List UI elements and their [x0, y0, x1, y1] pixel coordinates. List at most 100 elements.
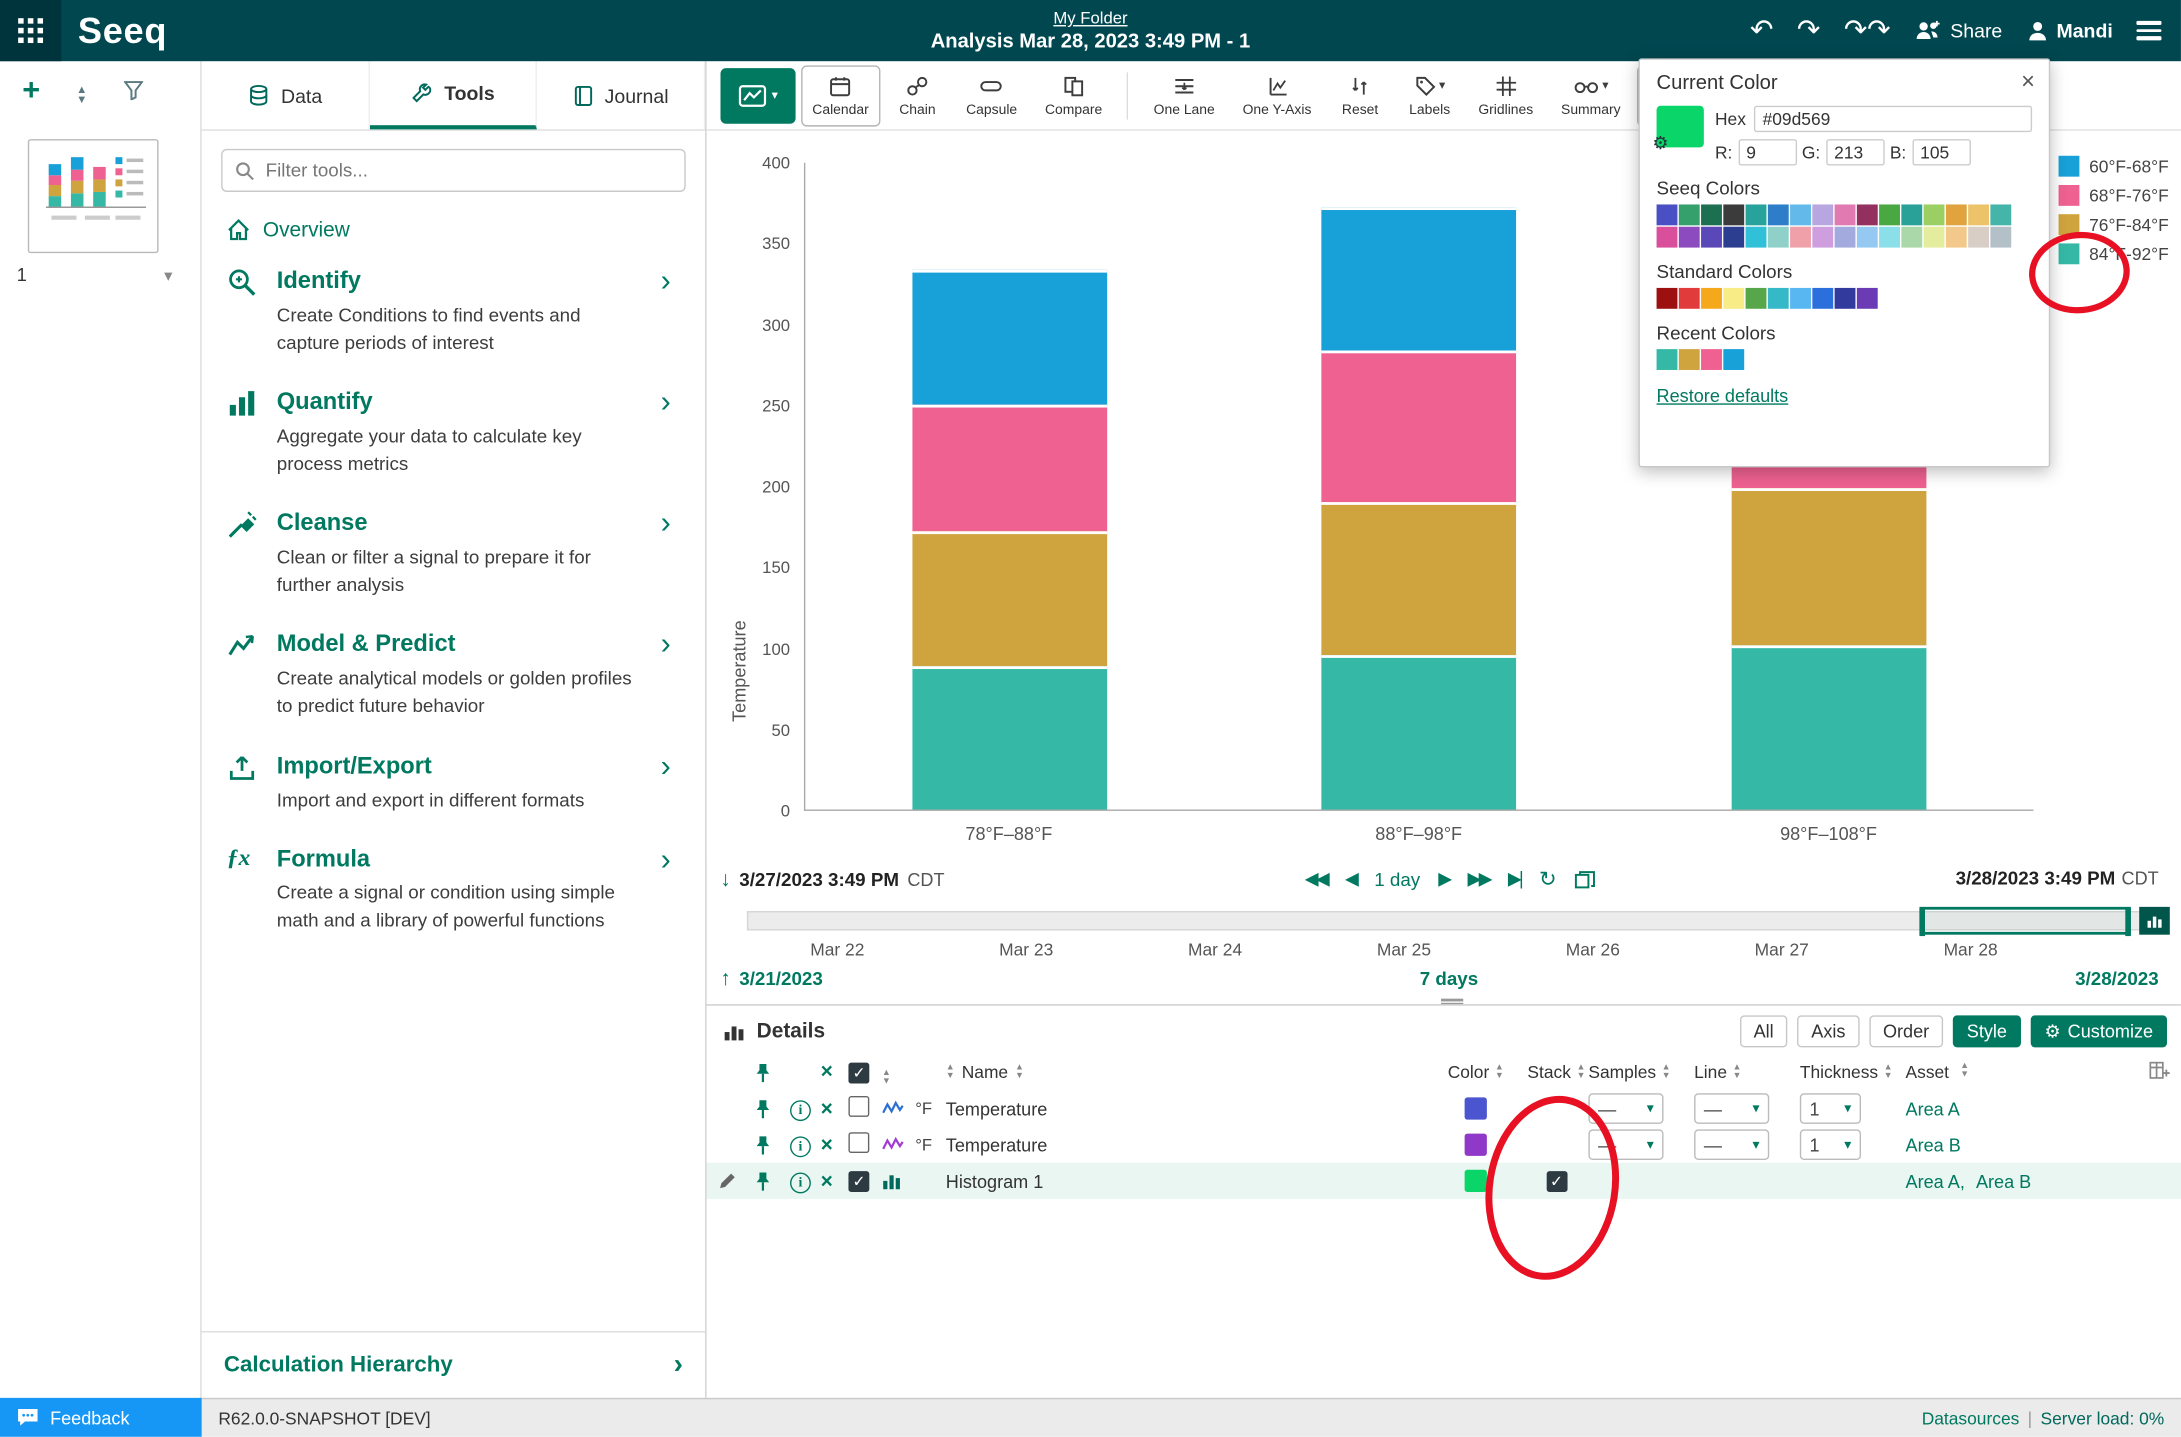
seeq-color-swatch[interactable] — [1656, 204, 1678, 226]
range-end-date[interactable]: 3/28/2023 3:49 PM — [1955, 867, 2116, 889]
step-forward-icon[interactable]: ▶ — [1438, 867, 1452, 889]
seeq-color-swatch[interactable] — [1990, 226, 2012, 248]
calculation-hierarchy[interactable]: Calculation Hierarchy › — [201, 1331, 706, 1398]
histogram-bar[interactable] — [1322, 206, 1517, 810]
sort-icon[interactable]: ▲ ▼ — [1661, 1062, 1671, 1081]
seeq-color-swatch[interactable] — [1767, 204, 1789, 226]
timeline-end-date[interactable]: 3/28/2023 — [2075, 968, 2159, 989]
asset-link[interactable]: Area A, — [1905, 1170, 1965, 1192]
summary-button[interactable]: ▾ Summary — [1549, 64, 1632, 126]
restore-defaults-link[interactable]: Restore defaults — [1656, 385, 1789, 407]
thickness-select[interactable]: 1 ▾ — [1799, 1129, 1862, 1161]
pin-icon[interactable] — [754, 1098, 772, 1119]
tool-identify[interactable]: Identify › Create Conditions to find eve… — [202, 250, 706, 371]
seeq-color-swatch[interactable] — [1812, 204, 1834, 226]
labels-button[interactable]: ▾ Labels — [1397, 64, 1462, 126]
row-checkbox[interactable] — [848, 1132, 870, 1154]
seeq-color-swatch[interactable] — [1968, 226, 1989, 248]
remove-all-icon[interactable]: × — [820, 1059, 833, 1084]
sort-icon[interactable]: ▲ ▼ — [1732, 1062, 1742, 1081]
tab-tools[interactable]: Tools — [369, 61, 538, 130]
pencil-icon[interactable] — [718, 1171, 737, 1190]
column-thickness[interactable]: Thickness — [1799, 1062, 1879, 1083]
b-input[interactable] — [1911, 139, 1971, 166]
arrow-down-icon[interactable]: ↓ — [720, 867, 731, 891]
worksheet-thumbnail[interactable] — [27, 139, 159, 254]
filter-tools-input[interactable] — [265, 159, 672, 181]
tool-cleanse[interactable]: Cleanse › Clean or filter a signal to pr… — [202, 493, 706, 614]
pin-icon[interactable] — [754, 1134, 772, 1155]
user-menu[interactable]: Mandi — [2026, 19, 2113, 42]
row-checkbox[interactable]: ✓ — [848, 1171, 870, 1193]
row-checkbox[interactable] — [848, 1096, 870, 1117]
thickness-select[interactable]: 1 ▾ — [1799, 1093, 1862, 1124]
selection-handle-right[interactable] — [2125, 908, 2131, 937]
column-asset[interactable]: Asset — [1905, 1062, 1950, 1083]
seeq-color-swatch[interactable] — [1856, 204, 1878, 226]
recent-color-swatch[interactable] — [1656, 349, 1678, 370]
g-input[interactable] — [1825, 139, 1885, 166]
standard-color-swatch[interactable] — [1723, 287, 1745, 309]
seeq-color-swatch[interactable] — [1723, 226, 1745, 248]
info-icon[interactable] — [790, 1171, 811, 1193]
sort-icon[interactable]: ▲ ▼ — [1883, 1062, 1893, 1081]
sort-icon[interactable]: ▲ ▼ — [1960, 1061, 1970, 1080]
tab-data[interactable]: Data — [202, 61, 370, 130]
step-size[interactable]: 1 day — [1374, 868, 1421, 890]
seeq-color-swatch[interactable] — [1879, 226, 1900, 248]
range-start-date[interactable]: 3/27/2023 3:49 PM — [739, 868, 899, 890]
arrow-up-icon[interactable]: ↑ — [720, 966, 731, 991]
worksheet-chevron-down-icon[interactable]: ▾ — [164, 264, 173, 285]
remove-icon[interactable]: × — [820, 1169, 833, 1193]
recent-color-swatch[interactable] — [1701, 349, 1722, 370]
table-row-histogram[interactable]: × ✓ Histogram 1 ✓ Area A, Area B — [706, 1162, 2181, 1199]
timeline-selection[interactable] — [1919, 906, 2131, 937]
seeq-color-swatch[interactable] — [1923, 204, 1945, 226]
seeq-color-swatch[interactable] — [1678, 204, 1700, 226]
seeq-color-swatch[interactable] — [1812, 226, 1834, 248]
color-swatch[interactable] — [1464, 1133, 1487, 1156]
sort-icon[interactable]: ▲ ▼ — [945, 1062, 955, 1081]
current-color-swatch[interactable]: ⚙ — [1652, 105, 1704, 153]
table-row[interactable]: × °F Temperature —▾ —▾ 1▾ Area B — [707, 1127, 2181, 1163]
chain-button[interactable]: Chain — [885, 64, 950, 126]
timeline-chart-button[interactable] — [2139, 906, 2170, 935]
asset-link[interactable]: Area B — [1905, 1134, 1961, 1156]
tool-model-predict[interactable]: Model & Predict › Create analytical mode… — [202, 614, 706, 735]
color-swatch[interactable] — [1464, 1169, 1487, 1193]
all-button[interactable]: All — [1739, 1015, 1788, 1048]
pin-icon[interactable] — [754, 1170, 772, 1191]
line-select[interactable]: — ▾ — [1694, 1129, 1770, 1161]
datasources-link[interactable]: Datasources — [1921, 1408, 2020, 1428]
legend-entry[interactable]: 76°F-84°F — [2058, 214, 2181, 236]
redo-icon[interactable]: ↷ — [1796, 15, 1821, 46]
seeq-color-swatch[interactable] — [1945, 204, 1967, 226]
standard-color-swatch[interactable] — [1834, 287, 1856, 309]
seeq-color-swatch[interactable] — [1701, 204, 1722, 226]
step-forward-fast-icon[interactable]: ▶▶ — [1467, 867, 1492, 889]
standard-color-swatch[interactable] — [1767, 287, 1789, 309]
column-color[interactable]: Color — [1447, 1062, 1490, 1083]
timeline-start-date[interactable]: 3/21/2023 — [739, 968, 823, 989]
seeq-color-swatch[interactable] — [1834, 204, 1856, 226]
timeline-duration[interactable]: 7 days — [1419, 968, 1479, 989]
sort-icon[interactable]: ▲ ▼ — [881, 1067, 891, 1086]
capsule-button[interactable]: Capsule — [954, 64, 1029, 126]
display-mode-dropdown[interactable]: ▾ — [720, 67, 796, 124]
standard-color-swatch[interactable] — [1701, 287, 1722, 309]
forward-icon[interactable]: ↷↷ — [1843, 15, 1891, 46]
pin-icon[interactable] — [754, 1062, 772, 1083]
info-icon[interactable] — [790, 1135, 811, 1157]
tool-quantify[interactable]: Quantify › Aggregate your data to calcul… — [202, 372, 706, 493]
info-icon[interactable] — [790, 1099, 811, 1121]
standard-color-swatch[interactable] — [1678, 287, 1700, 309]
seeq-color-swatch[interactable] — [1723, 204, 1745, 226]
seeq-color-swatch[interactable] — [1701, 226, 1722, 248]
duplicate-range-icon[interactable] — [1574, 870, 1596, 888]
add-worksheet-button[interactable]: + — [22, 71, 41, 107]
sort-icon[interactable]: ▲ ▼ — [1576, 1062, 1586, 1081]
seeq-color-swatch[interactable] — [1678, 226, 1700, 248]
standard-color-swatch[interactable] — [1856, 287, 1878, 309]
sort-icon[interactable]: ▲ ▼ — [1015, 1062, 1025, 1081]
column-line[interactable]: Line — [1694, 1062, 1727, 1083]
